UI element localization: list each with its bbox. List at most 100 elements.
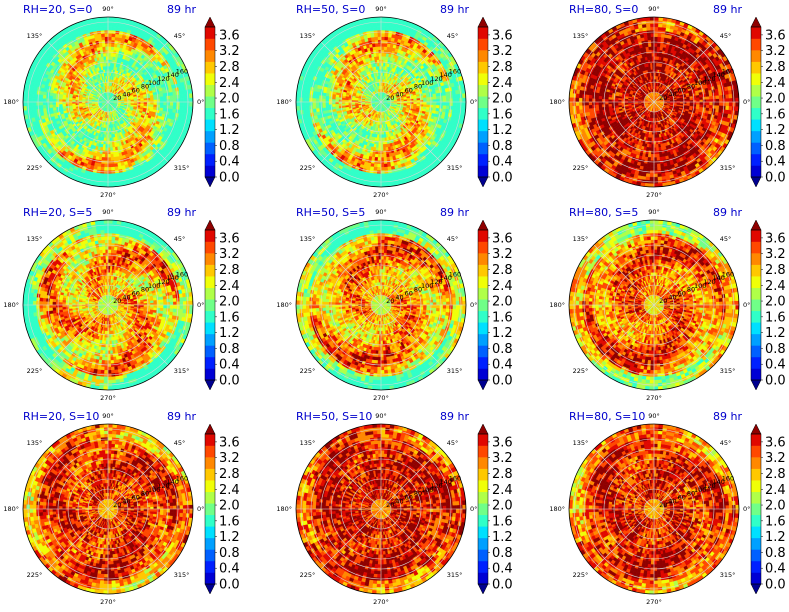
polar-cell <box>104 153 109 158</box>
colorbar-tick-label: 0.8 <box>219 139 240 154</box>
colorbar-segment <box>205 84 215 97</box>
polar-cell <box>179 105 184 111</box>
panel-time: 89 hr <box>167 3 196 16</box>
polar-cell <box>107 160 112 165</box>
polar-cell <box>182 101 187 107</box>
polar-cell <box>172 105 177 110</box>
colorbar-tick-label: 2.8 <box>219 60 240 75</box>
polar-cell <box>45 104 50 109</box>
polar-cell <box>68 99 73 103</box>
colorbar-tick-label: 3.6 <box>219 28 240 43</box>
polar-cell <box>163 98 167 103</box>
polar-cell <box>55 99 60 103</box>
colorbar-tick-label: 3.2 <box>219 44 240 59</box>
polar-cell <box>101 157 106 162</box>
polar-cell <box>58 99 63 103</box>
polar-cell <box>166 98 171 103</box>
polar-cell <box>32 101 37 107</box>
colorbar-tick-label: 1.2 <box>219 123 240 138</box>
polar-cell <box>52 104 57 109</box>
polar-cell <box>110 160 115 165</box>
panel-grid: 20 40 60 801001201401600°45°90°135°180°225°… <box>3 3 785 606</box>
polar-cell <box>110 39 115 44</box>
polar-cell <box>107 26 113 31</box>
panel-title: RH=20, S=0 <box>23 3 92 16</box>
polar-cell <box>107 62 111 67</box>
polar-cell <box>159 107 164 111</box>
polar-cell <box>39 98 43 103</box>
polar-cell <box>105 144 109 149</box>
angle-tick-label: 270° <box>100 191 116 199</box>
polar-cell <box>114 36 119 41</box>
polar-cell <box>58 96 63 100</box>
polar-cell <box>61 99 66 103</box>
polar-cell <box>169 94 174 99</box>
polar-cell <box>99 26 105 31</box>
polar-cell <box>335 96 339 101</box>
polar-cell <box>159 104 164 109</box>
polar-cell <box>107 43 112 47</box>
angle-tick-label: 0° <box>197 98 204 106</box>
colorbar-tick-label: 2.4 <box>219 76 240 91</box>
polar-cell <box>111 173 117 178</box>
polar-cell <box>103 17 109 21</box>
angle-tick-label: 90° <box>102 5 114 13</box>
radial-tick-label: 40 <box>122 90 130 98</box>
polar-cell <box>107 33 112 37</box>
colorbar-segment <box>205 73 215 85</box>
polar-cell <box>29 101 34 107</box>
angle-tick-label: 135° <box>27 32 43 40</box>
colorbar: 0.00.40.81.21.62.02.42.83.23.6 <box>204 16 240 188</box>
polar-cell <box>29 105 34 111</box>
polar-cell <box>107 176 113 181</box>
polar-cell <box>103 26 109 31</box>
polar-cell <box>105 137 109 142</box>
polar-cell <box>166 104 171 109</box>
polar-cell <box>173 98 177 103</box>
polar-cell <box>153 101 158 105</box>
polar-cell <box>169 98 174 103</box>
polar-cell <box>101 153 106 158</box>
polar-cell <box>99 153 103 158</box>
polar-cell <box>52 93 57 97</box>
polar-cell <box>179 97 184 103</box>
polar-cell <box>107 163 112 168</box>
polar-cell <box>378 52 382 57</box>
polar-cell <box>58 101 63 105</box>
polar-cell <box>110 42 115 47</box>
polar-cell <box>39 101 43 106</box>
polar-cell <box>55 101 60 105</box>
polar-panel: 20 40 60 801001201401600°45°90°135°180°225°… <box>3 3 239 199</box>
polar-cell <box>45 95 50 100</box>
polar-cell <box>111 26 117 31</box>
polar-cell <box>104 36 109 41</box>
polar-cell <box>100 33 105 38</box>
polar-cell <box>165 107 171 112</box>
polar-cell <box>23 97 27 103</box>
polar-cell <box>42 91 47 96</box>
polar-cell <box>107 36 112 41</box>
polar-cell <box>104 160 109 165</box>
polar-cell <box>331 96 336 100</box>
radial-tick-label: 20 <box>113 94 121 102</box>
colorbar-extend-min <box>204 176 216 188</box>
polar-cell <box>107 52 111 57</box>
polar-cell <box>100 166 105 171</box>
polar-cell <box>380 52 384 57</box>
polar-cell <box>378 137 382 142</box>
polar-cell <box>102 147 106 152</box>
polar-cell <box>103 183 109 187</box>
polar-cell <box>103 23 109 28</box>
colorbar-segment <box>205 61 215 74</box>
angle-tick-label: 225° <box>27 164 43 172</box>
polar-cell <box>341 99 346 103</box>
polar-cell <box>173 101 177 106</box>
polar-cell <box>107 17 113 21</box>
polar-cell <box>39 105 44 110</box>
polar-cell <box>159 95 164 100</box>
polar-cell <box>99 173 105 178</box>
polar-cell <box>107 167 112 171</box>
polar-panel: 20 40 60 801001201401600°45°90°135°180°225°… <box>276 3 512 199</box>
polar-cell <box>380 147 384 152</box>
colorbar-extend-max <box>204 16 216 28</box>
